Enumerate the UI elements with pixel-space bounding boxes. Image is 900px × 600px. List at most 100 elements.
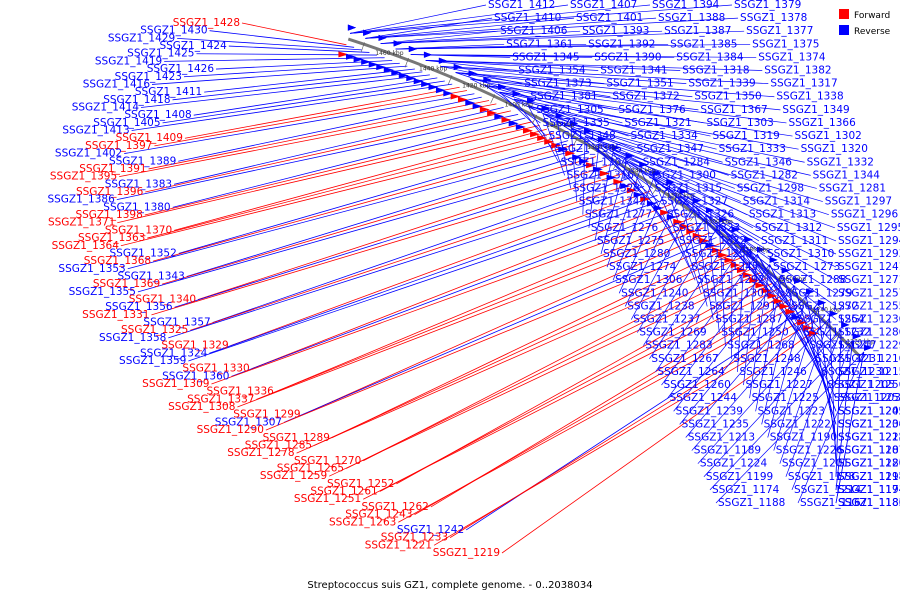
leader-line [380, 30, 663, 44]
feature-arrow [736, 267, 747, 274]
scale-tick-label: 1460 kbp [375, 50, 403, 57]
feature-label-left: SSGZ1_1396 [76, 186, 144, 198]
scale-tick-label: 1420 kbp [462, 83, 490, 90]
feature-label-left: SSGZ1_1402 [55, 148, 122, 160]
leader-line [196, 53, 378, 56]
leader-line [237, 227, 704, 408]
legend-reverse-swatch [839, 25, 849, 35]
feature-arrow [599, 170, 610, 177]
leader-line [542, 113, 811, 176]
feature-label-right: SSGZ1_1375 [752, 38, 819, 50]
feature-arrow [806, 288, 815, 295]
leader-line [131, 83, 453, 131]
feature-arrow [706, 207, 715, 214]
feature-arrow [345, 53, 356, 60]
feature-arrow [378, 34, 387, 41]
leader-line [666, 186, 784, 294]
feature-label-left: SSGZ1_1418 [103, 94, 170, 106]
feature-arrow [711, 247, 722, 254]
leader-line [168, 185, 645, 339]
feature-arrow [555, 112, 564, 119]
feature-label-right: SSGZ1_1342 [579, 196, 646, 208]
legend-forward-swatch [839, 9, 849, 19]
feature-label-left: SSGZ1_1233 [381, 532, 448, 544]
leader-line [350, 4, 569, 34]
feature-arrow [551, 142, 562, 149]
leader-line [499, 91, 711, 137]
feature-label-right: SSGZ1_1239 [676, 405, 743, 417]
leader-line [697, 317, 830, 464]
feature-label-right: SSGZ1_1294 [838, 235, 900, 247]
leader-line [737, 244, 746, 372]
leader-line [582, 136, 586, 215]
leader-line [612, 152, 837, 242]
leader-line [162, 80, 445, 124]
leader-line [666, 187, 702, 294]
feature-arrow [438, 57, 447, 64]
leader-line [653, 178, 837, 281]
feature-label-right: SSGZ1_1344 [813, 169, 881, 181]
feature-arrow [472, 103, 483, 110]
feature-label-right: SSGZ1_1235 [682, 418, 749, 430]
leader-line [124, 93, 475, 154]
scale-tick-label: 1340 kbp [627, 167, 655, 174]
feature-label-right: SSGZ1_1245 [691, 261, 758, 273]
feature-label-right: SSGZ1_1236 [838, 314, 900, 326]
leader-line [793, 285, 837, 425]
feature-label-left: SSGZ1_1352 [109, 247, 176, 259]
feature-label-right: SSGZ1_1258 [685, 248, 752, 260]
leader-line [773, 306, 819, 451]
genome-backbone-arc [347, 37, 861, 358]
leader-line [183, 62, 400, 78]
feature-arrow [569, 120, 578, 127]
feature-label-left: SSGZ1_1336 [207, 386, 275, 398]
feature-label-left: SSGZ1_1389 [109, 155, 176, 167]
feature-arrow [592, 166, 603, 173]
feature-arrow [761, 287, 772, 294]
leader-line [212, 177, 631, 323]
feature-label-right: SSGZ1_1318 [682, 65, 749, 77]
feature-label-left: SSGZ1_1409 [116, 132, 183, 144]
leader-line [706, 214, 837, 333]
feature-label-right: SSGZ1_1281 [819, 182, 886, 194]
feature-arrow [423, 51, 432, 58]
feature-label-right: SSGZ1_1410 [494, 12, 561, 24]
leader-line [204, 68, 415, 93]
feature-label-left: SSGZ1_1329 [161, 340, 228, 352]
feature-label-right: SSGZ1_1249 [838, 405, 900, 417]
feature-label-left: SSGZ1_1299 [233, 409, 300, 421]
feature-label-right: SSGZ1_1406 [500, 25, 568, 37]
feature-arrow [639, 161, 648, 168]
feature-arrow [468, 70, 477, 77]
feature-label-right: SSGZ1_1407 [570, 0, 637, 11]
feature-arrow [808, 330, 819, 337]
feature-label-right: SSGZ1_1181 [838, 458, 900, 470]
feature-label-right: SSGZ1_1297 [825, 196, 892, 208]
scale-tick-label: 1360 kbp [587, 144, 615, 151]
feature-label-right: SSGZ1_1228 [838, 431, 900, 443]
feature-arrow [769, 256, 778, 263]
feature-label-right: SSGZ1_1238 [627, 300, 694, 312]
feature-label-right: SSGZ1_1171 [838, 484, 900, 496]
leader-line [365, 17, 575, 39]
leader-line [606, 169, 641, 268]
feature-label-right: SSGZ1_1240 [621, 287, 688, 299]
leader-line [691, 306, 819, 451]
leader-line [440, 65, 687, 84]
feature-label-left: SSGZ1_1395 [50, 171, 117, 183]
feature-arrow [829, 310, 838, 317]
feature-label-right: SSGZ1_1200 [838, 418, 900, 430]
leader-line [363, 261, 749, 462]
scale-tick-label: 1380 kbp [546, 122, 574, 129]
feature-label-right: SSGZ1_1199 [706, 471, 773, 483]
feature-label-right: SSGZ1_1346 [725, 156, 793, 168]
leader-line [178, 140, 569, 254]
feature-label-left: SSGZ1_1391 [79, 163, 146, 175]
leader-line [470, 78, 699, 111]
leader-line [761, 285, 795, 425]
feature-label-left: SSGZ1_1360 [162, 370, 229, 382]
feature-label-right: SSGZ1_1267 [651, 353, 718, 365]
feature-label-right: SSGZ1_1269 [639, 327, 706, 339]
leader-line [296, 256, 743, 454]
feature-label-right: SSGZ1_1205 [828, 379, 895, 391]
